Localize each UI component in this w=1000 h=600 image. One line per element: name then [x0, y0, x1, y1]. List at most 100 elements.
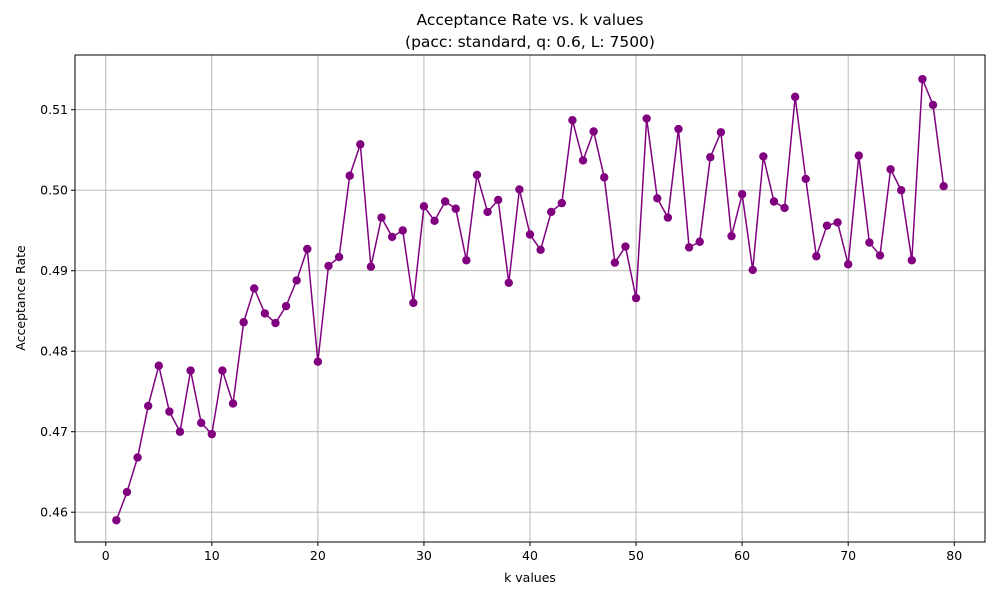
data-point	[886, 165, 895, 174]
data-point	[568, 116, 577, 125]
y-tick-label: 0.47	[40, 424, 68, 439]
data-point	[387, 232, 397, 242]
data-point	[790, 92, 800, 102]
data-point	[780, 203, 789, 213]
data-point	[324, 261, 333, 271]
data-point	[409, 298, 418, 308]
chart-subtitle: (pacc: standard, q: 0.6, L: 7500)	[405, 33, 655, 51]
data-point	[207, 429, 217, 439]
data-point	[939, 182, 948, 191]
data-point	[812, 252, 821, 261]
x-tick-label: 70	[840, 548, 856, 563]
data-point	[504, 278, 513, 288]
x-tick-label: 10	[204, 548, 220, 563]
data-point	[875, 251, 885, 260]
data-point	[589, 127, 598, 136]
data-point	[366, 262, 376, 271]
data-point	[907, 256, 917, 265]
tick-layer: 0 10 20 30 40 50 60 70 80 0.46 0.47 0.48 0.49 0.50 0.5…	[40, 102, 962, 563]
data-point	[769, 197, 779, 206]
data-point	[631, 293, 641, 303]
data-point	[345, 171, 354, 180]
data-point	[356, 140, 365, 149]
y-tick-label: 0.48	[40, 344, 68, 359]
y-axis-label: Acceptance Rate	[13, 245, 28, 351]
data-point	[377, 213, 386, 222]
data-point	[578, 156, 588, 165]
data-point	[684, 243, 694, 252]
data-point	[822, 221, 832, 230]
data-point	[419, 202, 429, 211]
x-tick-label: 80	[946, 548, 962, 563]
data-point	[175, 427, 185, 436]
x-axis-label: k values	[504, 570, 556, 585]
data-point	[737, 190, 747, 199]
data-point	[801, 174, 810, 184]
data-point	[621, 242, 630, 251]
y-tick-label: 0.46	[40, 505, 68, 520]
data-point	[122, 487, 132, 497]
data-point	[695, 237, 704, 246]
data-point	[610, 258, 620, 267]
data-point	[292, 276, 301, 285]
data-point	[154, 361, 163, 370]
data-point	[430, 216, 439, 226]
data-point	[218, 366, 227, 375]
data-point	[833, 218, 842, 227]
data-point	[759, 152, 768, 161]
data-point	[165, 407, 174, 416]
data-point	[133, 453, 142, 462]
data-point	[197, 418, 206, 428]
x-tick-label: 60	[734, 548, 750, 563]
data-point	[143, 401, 153, 411]
data-point	[451, 204, 460, 213]
data-point	[525, 230, 535, 239]
data-point	[334, 252, 344, 262]
x-tick-label: 0	[102, 548, 110, 563]
data-point	[239, 318, 248, 327]
chart-title: Acceptance Rate vs. k values	[416, 11, 643, 29]
series-layer	[112, 74, 948, 525]
data-point	[493, 195, 503, 205]
x-tick-label: 50	[628, 548, 644, 563]
x-tick-label: 40	[522, 548, 538, 563]
data-point	[112, 516, 121, 525]
data-point	[536, 245, 545, 254]
data-point	[653, 194, 662, 203]
data-point	[313, 357, 323, 366]
data-point	[186, 366, 195, 375]
data-point	[843, 260, 853, 269]
data-point	[483, 207, 492, 217]
data-point	[897, 186, 906, 195]
data-point	[865, 238, 874, 247]
data-point	[642, 114, 651, 123]
data-point	[250, 284, 259, 293]
y-tick-label: 0.51	[40, 102, 68, 117]
data-point	[515, 185, 524, 194]
data-point	[918, 74, 927, 84]
data-point	[600, 173, 609, 182]
x-tick-label: 20	[310, 548, 326, 563]
y-tick-label: 0.50	[40, 183, 68, 198]
data-point	[472, 170, 482, 180]
data-point	[398, 226, 407, 235]
data-point	[727, 231, 736, 241]
data-point	[303, 244, 312, 254]
data-point	[716, 128, 726, 137]
data-point	[228, 399, 238, 408]
data-point	[260, 309, 270, 318]
y-tick-label: 0.49	[40, 263, 68, 278]
data-point	[674, 124, 683, 134]
data-point	[547, 207, 556, 217]
data-point	[271, 318, 280, 328]
data-point	[557, 198, 567, 208]
x-tick-label: 30	[416, 548, 432, 563]
data-point	[281, 301, 291, 311]
data-point	[663, 213, 673, 222]
data-point	[928, 100, 938, 110]
grid-layer	[75, 55, 985, 542]
data-point	[706, 153, 715, 162]
data-point	[854, 151, 863, 160]
data-point	[440, 197, 450, 206]
